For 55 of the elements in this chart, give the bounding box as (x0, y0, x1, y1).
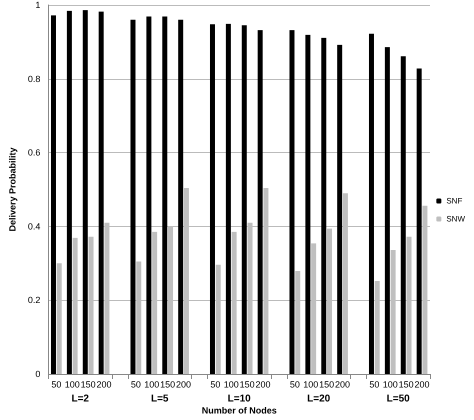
x-tick-label: 50 (290, 380, 300, 390)
x-tick-label: 100 (303, 380, 318, 390)
y-tick-label: 1 (35, 0, 40, 10)
x-tick-label: 200 (414, 380, 430, 390)
bar (66, 10, 72, 374)
x-tick-label: 100 (144, 380, 160, 390)
bar (289, 30, 294, 374)
bar (82, 10, 88, 374)
bar (384, 47, 390, 374)
y-tick-label: 0.6 (28, 148, 40, 158)
x-tick-label: 150 (80, 380, 96, 390)
x-tick-label: 200 (335, 380, 350, 390)
bar (368, 34, 374, 374)
x-tick-label: 50 (130, 380, 141, 390)
text: L=50 (386, 394, 410, 404)
text: L=5 (150, 394, 169, 404)
x-tick-label: 150 (398, 380, 414, 390)
bar (50, 15, 56, 374)
y-tick-label: 0 (35, 369, 40, 379)
bar (242, 25, 247, 374)
legend-label: SNW (446, 214, 466, 224)
bar (321, 38, 326, 374)
x-tick-label: 100 (382, 380, 398, 390)
legend-label: SNF (446, 196, 462, 206)
text: L=20 (307, 394, 331, 404)
x-tick-label: 50 (210, 380, 220, 390)
bar (337, 44, 342, 374)
x-tick-label: 150 (160, 380, 176, 390)
bar (130, 20, 136, 374)
x-tick-label: 200 (176, 380, 192, 390)
bar (258, 30, 263, 374)
y-tick-label: 0.2 (28, 295, 40, 306)
bar (400, 56, 406, 374)
y-axis-title: Delivery Probability (8, 147, 18, 232)
x-tick-label: 50 (369, 380, 380, 390)
bar (210, 24, 215, 374)
bar (98, 12, 104, 374)
text: L=10 (228, 394, 252, 404)
bar (162, 16, 168, 374)
x-tick-label: 200 (96, 380, 112, 390)
bar (226, 24, 231, 374)
y-tick-label: 0.4 (28, 221, 40, 232)
y-tick-label: 0.8 (28, 74, 40, 84)
x-tick-label: 100 (64, 380, 80, 390)
x-tick-label: 200 (256, 380, 271, 390)
bar (416, 68, 422, 374)
x-tick-label: 50 (51, 380, 62, 390)
bar (178, 20, 184, 374)
x-tick-label: 150 (240, 380, 255, 390)
x-tick-label: 100 (224, 380, 239, 390)
x-axis-title: Number of Nodes (202, 406, 277, 416)
bar (146, 16, 152, 374)
text: L=2 (71, 394, 90, 404)
bar (305, 34, 310, 374)
x-tick-label: 150 (319, 380, 334, 390)
